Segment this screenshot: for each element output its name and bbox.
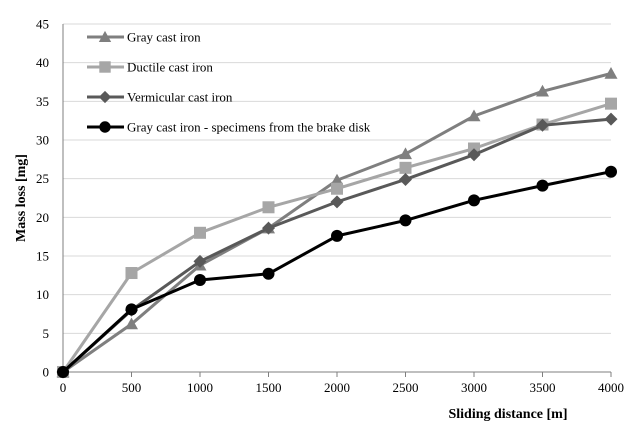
data-point (193, 254, 207, 268)
data-point (57, 366, 69, 378)
data-point (262, 267, 275, 280)
data-point (194, 273, 206, 286)
series-diamond (56, 112, 618, 379)
y-tick-label: 5 (43, 326, 50, 341)
legend-item: Gray cast iron - specimens from the brak… (87, 120, 371, 135)
y-tick-label: 30 (36, 133, 49, 148)
data-point (125, 303, 138, 316)
data-point (399, 147, 412, 160)
legend: Gray cast iron Ductile cast iron Vermicula… (87, 30, 371, 135)
legend-label: Gray cast iron - specimens from the brak… (127, 120, 371, 135)
y-tick-label: 10 (36, 287, 49, 302)
data-point (536, 118, 549, 132)
data-point (536, 84, 549, 97)
data-point (262, 221, 275, 235)
x-tick-label: 1000 (187, 380, 213, 395)
x-tick-label: 3000 (461, 380, 487, 395)
x-tick-label: 2500 (393, 380, 419, 395)
legend-marker (98, 30, 112, 42)
legend-marker (98, 90, 112, 104)
x-axis-tick-labels: 0 500 1000 1500 2000 2500 3000 3500 4000 (60, 380, 624, 395)
legend-item: Ductile cast iron (87, 60, 213, 75)
y-tick-label: 15 (36, 249, 49, 264)
data-point (399, 214, 412, 227)
x-tick-label: 500 (122, 380, 142, 395)
y-axis-title: Mass loss [mg] (14, 154, 29, 242)
x-tick-label: 3500 (530, 380, 556, 395)
data-point (468, 194, 480, 207)
series-triangle (56, 66, 618, 378)
legend-label: Gray cast iron (127, 30, 201, 45)
data-point (467, 148, 481, 162)
x-tick-label: 1500 (256, 380, 282, 395)
data-point (330, 173, 344, 186)
legend-marker (99, 61, 111, 73)
data-point (330, 195, 344, 209)
data-point (194, 226, 206, 239)
data-point (399, 172, 412, 186)
legend-marker (99, 121, 111, 133)
data-point (604, 66, 618, 79)
data-point (125, 317, 138, 330)
data-point (536, 179, 549, 192)
y-tick-label: 45 (36, 17, 49, 32)
y-tick-label: 20 (36, 210, 49, 225)
data-point (399, 161, 412, 174)
data-point (467, 109, 481, 122)
data-point (125, 267, 138, 280)
x-tick-label: 0 (60, 380, 67, 395)
legend-label: Vermicular cast iron (127, 90, 233, 105)
x-axis-title: Sliding distance [m] (448, 407, 567, 421)
data-point (605, 165, 617, 178)
legend-item: Vermicular cast iron (87, 90, 233, 105)
data-point (262, 201, 275, 214)
data-point (331, 182, 343, 195)
x-tick-label: 4000 (598, 380, 624, 395)
data-point (331, 229, 343, 242)
legend-item: Gray cast iron (87, 30, 201, 45)
data-point (604, 112, 618, 126)
series-line (61, 117, 612, 374)
y-axis-tick-labels: 0 5 10 15 20 25 30 35 40 45 (36, 17, 49, 380)
x-tick-label: 2000 (324, 380, 350, 395)
data-series (56, 66, 618, 379)
series-circle (57, 165, 617, 378)
series-line (62, 72, 612, 374)
y-tick-label: 25 (36, 171, 49, 186)
y-tick-label: 0 (43, 365, 50, 380)
legend-label: Ductile cast iron (127, 60, 213, 75)
y-tick-label: 40 (36, 55, 49, 70)
y-tick-label: 35 (36, 94, 49, 109)
data-point (605, 97, 617, 110)
